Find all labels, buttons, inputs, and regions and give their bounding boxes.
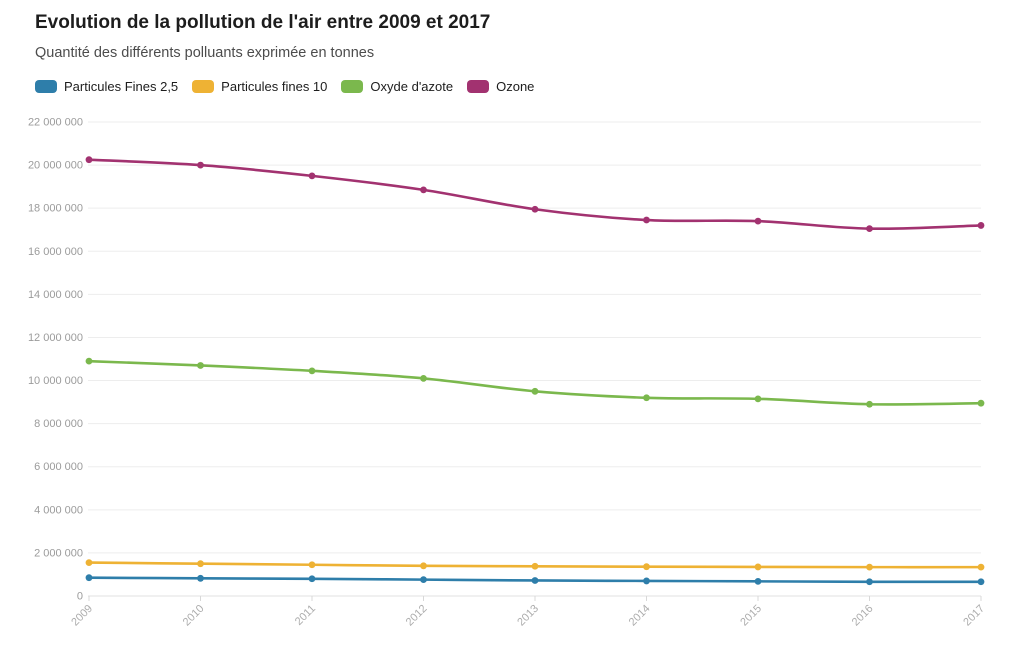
legend-swatch-icon — [341, 80, 364, 93]
data-point-particules-fines-2-5 — [866, 578, 873, 586]
y-axis-label: 22 000 000 — [28, 117, 83, 129]
data-point-particules-fines-2-5 — [531, 577, 539, 584]
data-point-particules-fines-2-5 — [977, 578, 985, 586]
data-point-particules-fines-10 — [977, 563, 985, 571]
data-point-particules-fines-10 — [531, 562, 539, 570]
y-axis-label: 20 000 000 — [28, 160, 83, 172]
x-axis-label: 2012 — [404, 603, 430, 629]
data-point-particules-fines-2-5 — [643, 577, 650, 585]
y-axis-label: 12 000 000 — [28, 332, 83, 344]
data-point-ozone — [754, 217, 762, 225]
data-point-particules-fines-2-5 — [85, 574, 93, 582]
x-axis-label: 2013 — [515, 603, 541, 629]
data-point-oxyde-d-azote — [754, 395, 762, 403]
data-point-ozone — [866, 225, 873, 233]
data-point-particules-fines-10 — [866, 563, 873, 571]
data-point-particules-fines-2-5 — [420, 576, 427, 584]
chart-title: Evolution de la pollution de l'air entre… — [35, 12, 491, 33]
legend-swatch-icon — [192, 80, 215, 93]
legend-label: Particules Fines 2,5 — [64, 79, 179, 94]
data-point-oxyde-d-azote — [308, 367, 316, 375]
data-point-particules-fines-2-5 — [308, 575, 316, 583]
x-axis-label: 2017 — [961, 603, 987, 629]
data-point-particules-fines-2-5 — [197, 574, 204, 582]
x-axis-label: 2011 — [293, 603, 318, 628]
data-point-ozone — [643, 216, 650, 224]
x-axis-label: 2009 — [69, 603, 95, 629]
data-point-ozone — [531, 205, 539, 213]
data-point-oxyde-d-azote — [977, 399, 985, 407]
data-point-oxyde-d-azote — [866, 400, 873, 408]
data-point-ozone — [420, 186, 427, 194]
y-axis-label: 14 000 000 — [28, 289, 83, 301]
data-point-ozone — [977, 222, 985, 229]
x-axis-label: 2015 — [738, 603, 764, 629]
chart-subtitle: Quantité des différents polluants exprim… — [35, 45, 375, 61]
data-point-particules-fines-10 — [308, 561, 316, 569]
y-axis-label: 16 000 000 — [28, 246, 83, 258]
legend-item-1: Particules Fines 2,5 — [35, 79, 178, 94]
data-point-particules-fines-10 — [197, 560, 204, 568]
y-axis-label: 0 — [77, 591, 83, 603]
data-point-oxyde-d-azote — [531, 387, 539, 395]
data-point-ozone — [308, 172, 316, 180]
data-point-oxyde-d-azote — [197, 362, 204, 369]
legend-item-4: Ozone — [467, 79, 534, 94]
legend-item-3: Oxyde d'azote — [341, 79, 453, 94]
y-axis-label: 18 000 000 — [28, 203, 83, 215]
data-point-oxyde-d-azote — [420, 374, 427, 382]
data-point-particules-fines-10 — [754, 563, 762, 571]
legend-swatch-icon — [35, 80, 57, 93]
data-point-particules-fines-10 — [85, 559, 93, 567]
y-axis-label: 6 000 000 — [34, 461, 83, 473]
y-axis-label: 10 000 000 — [28, 375, 83, 387]
legend-label: Particules fines 10 — [221, 79, 328, 94]
y-axis-label: 8 000 000 — [34, 418, 83, 430]
x-axis-label: 2010 — [181, 603, 207, 629]
data-point-ozone — [197, 161, 204, 169]
data-point-particules-fines-2-5 — [754, 577, 762, 585]
legend-item-2: Particules fines 10 — [192, 79, 327, 94]
data-point-particules-fines-10 — [643, 563, 650, 571]
series-line-oxyde-d-azote — [87, 359, 983, 406]
data-point-oxyde-d-azote — [643, 394, 650, 402]
legend-label: Ozone — [496, 79, 535, 94]
y-axis-label: 2 000 000 — [34, 547, 83, 559]
y-axis-label: 4 000 000 — [34, 504, 83, 516]
x-axis-label: 2014 — [627, 603, 653, 629]
legend: Particules Fines 2,5 Particules fines 10 O… — [35, 79, 534, 94]
series-line-ozone — [87, 158, 983, 231]
legend-label: Oxyde d'azote — [370, 79, 454, 94]
legend-swatch-icon — [467, 80, 490, 93]
data-point-ozone — [85, 156, 93, 164]
x-axis-label: 2016 — [850, 603, 876, 629]
data-point-oxyde-d-azote — [85, 357, 93, 365]
data-point-particules-fines-10 — [420, 562, 427, 570]
